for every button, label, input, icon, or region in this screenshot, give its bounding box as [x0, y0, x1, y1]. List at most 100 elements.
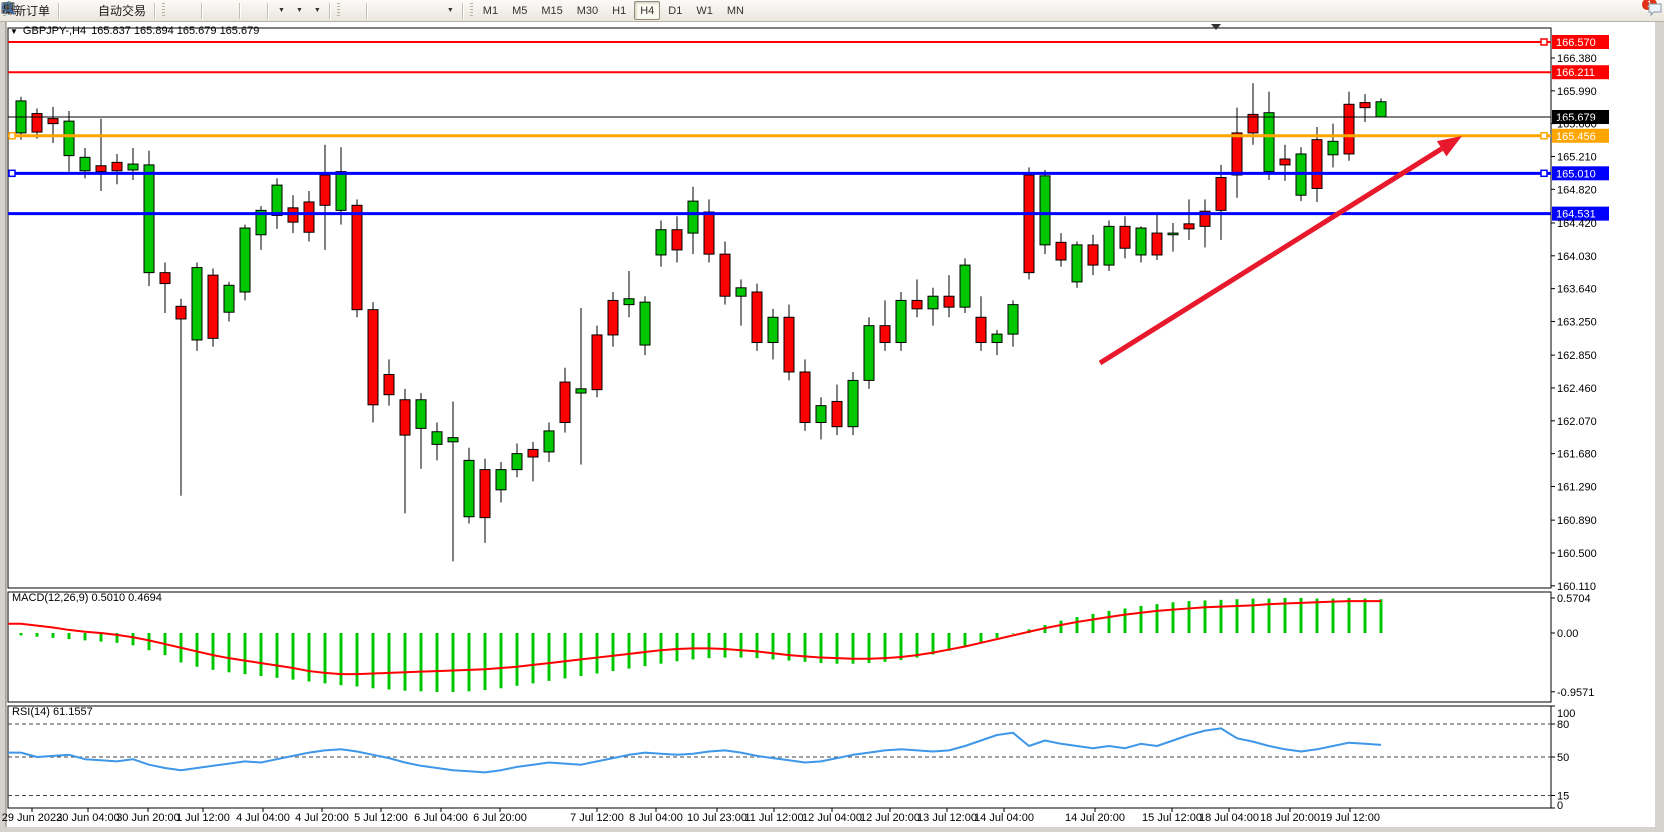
price-badge — [1552, 110, 1609, 124]
timeframe-m15-button[interactable]: M15 — [541, 4, 563, 17]
candle — [207, 274, 219, 339]
trendline-tool-button[interactable] — [2, 0, 400, 21]
macd-tick-label: -0.9571 — [1557, 687, 1594, 699]
new-chart-button[interactable]: ▼ — [1, 0, 289, 21]
candle — [607, 299, 619, 336]
price-badge-label: 166.570 — [1556, 37, 1596, 49]
rsi-tick-label: 50 — [1557, 752, 1569, 764]
candle — [751, 291, 763, 344]
notifications-button[interactable]: 1 — [1641, 0, 1662, 21]
main-toolbar: 新订单 自动交易 — [0, 0, 1664, 22]
vline-tool-button[interactable] — [7, 0, 380, 21]
candle — [479, 469, 491, 519]
toolbar-grip — [336, 3, 340, 18]
rsi-tick-label: 100 — [1557, 708, 1575, 720]
new-order-button[interactable]: 新订单 — [1, 0, 54, 21]
search-button[interactable] — [2, 0, 1644, 21]
candle — [1215, 177, 1227, 211]
candle — [1359, 102, 1371, 109]
trend-arrow[interactable] — [1098, 136, 1462, 366]
price-tick-label: 163.640 — [1557, 284, 1597, 296]
bar-chart-button[interactable] — [3, 0, 187, 21]
timeframe-m5-button[interactable]: M5 — [512, 4, 528, 17]
timeframe-m1-button[interactable]: M1 — [482, 4, 499, 17]
candle — [1007, 304, 1019, 335]
chart-shift-button[interactable] — [2, 0, 263, 21]
macd-tick-label: 0.5704 — [1557, 593, 1591, 605]
time-tick-label: 1 Jul 12:00 — [176, 812, 230, 824]
time-tick-label: 10 Jul 23:00 — [687, 812, 747, 824]
dropdown-arrow-icon: ▼ — [295, 7, 303, 14]
svg-text:A: A — [4, 3, 12, 15]
time-tick-label: 5 Jul 12:00 — [354, 812, 408, 824]
data-window-button[interactable] — [1, 0, 82, 21]
candle — [111, 161, 123, 172]
rsi-tick-label: 80 — [1557, 719, 1569, 731]
rsi-line — [8, 727, 1382, 774]
candle — [47, 118, 59, 125]
crosshair-tool-button[interactable] — [2, 0, 362, 21]
timeframe-d1-button[interactable]: D1 — [668, 4, 683, 17]
fibonacci-tool-button[interactable]: F — [2, 0, 420, 21]
label-tool-button[interactable]: T — [2, 0, 440, 21]
candle — [943, 295, 955, 308]
candle — [1103, 225, 1115, 266]
navigator-button[interactable] — [2, 0, 92, 21]
price-tick-label: 164.820 — [1557, 184, 1597, 196]
candle — [1087, 244, 1099, 266]
price-badge — [1552, 128, 1609, 143]
candle — [911, 299, 923, 310]
time-tick-label: 6 Jul 04:00 — [414, 812, 468, 824]
candlestick-chart-button[interactable] — [3, 0, 177, 21]
arrows-tool-button[interactable]: ▼ — [4, 0, 458, 21]
time-tick-label: 12 Jul 04:00 — [802, 812, 862, 824]
timeframe-h1-button[interactable]: H1 — [612, 4, 627, 17]
timeframe-w1-button[interactable]: W1 — [696, 4, 713, 17]
candle — [623, 298, 635, 306]
rsi-tick-label: 0 — [1557, 800, 1563, 812]
macd-tick-label: 0.00 — [1557, 628, 1578, 640]
timeframe-h4-button[interactable]: H4 — [634, 1, 661, 20]
market-watch-button[interactable] — [2, 0, 72, 21]
time-tick-label: 12 Jul 20:00 — [860, 812, 920, 824]
cursor-tool-button[interactable] — [4, 0, 352, 21]
price-tick-label: 166.380 — [1557, 53, 1597, 65]
periods-button[interactable]: ▼ — [1, 0, 307, 21]
candle — [1311, 139, 1323, 189]
time-tick-label: 29 Jun 2022 — [2, 812, 63, 824]
timeframe-m30-button[interactable]: M30 — [576, 4, 599, 17]
timeframe-mn-button[interactable]: MN — [726, 4, 744, 17]
zoom-out-button[interactable] — [2, 0, 225, 21]
chart-shift-marker-icon — [1211, 24, 1221, 30]
candle — [159, 272, 171, 285]
line-chart-button[interactable] — [1, 0, 197, 21]
time-tick-label: 6 Jul 20:00 — [473, 812, 527, 824]
templates-button[interactable]: ▼ — [1, 0, 325, 21]
candle — [975, 316, 987, 344]
price-tick-label: 162.850 — [1557, 350, 1597, 362]
toolbar-separator — [267, 2, 270, 19]
auto-scroll-button[interactable] — [2, 0, 253, 21]
toolbar-separator — [201, 2, 204, 19]
panel-borders — [7, 27, 1552, 809]
time-tick-label: 13 Jul 12:00 — [917, 812, 977, 824]
price-badge — [1552, 166, 1609, 181]
time-tick-label: 18 Jul 20:00 — [1260, 812, 1320, 824]
autotrading-button[interactable]: 自动交易 — [1, 0, 150, 21]
candle — [1183, 223, 1195, 230]
text-tool-button[interactable]: A — [4, 0, 430, 21]
time-tick-label: 30 Jun 04:00 — [56, 812, 120, 824]
trendline-icon — [2, 2, 14, 14]
candle-bodies — [15, 100, 1387, 519]
tile-windows-button[interactable] — [2, 0, 235, 21]
price-tick-label: 160.890 — [1557, 515, 1597, 527]
toolbar-separator — [154, 2, 157, 19]
channel-tool-button[interactable]: E — [1, 0, 410, 21]
candle — [1279, 158, 1291, 166]
hline-tool-button[interactable] — [2, 0, 390, 21]
chart-dropdown-icon[interactable]: ▼ — [10, 26, 18, 36]
rsi-panel — [8, 723, 1551, 796]
timeframe-group: M1 M5 M15 M30 H1 H4 D1 W1 MN — [476, 1, 751, 20]
zoom-in-button[interactable] — [2, 0, 215, 21]
